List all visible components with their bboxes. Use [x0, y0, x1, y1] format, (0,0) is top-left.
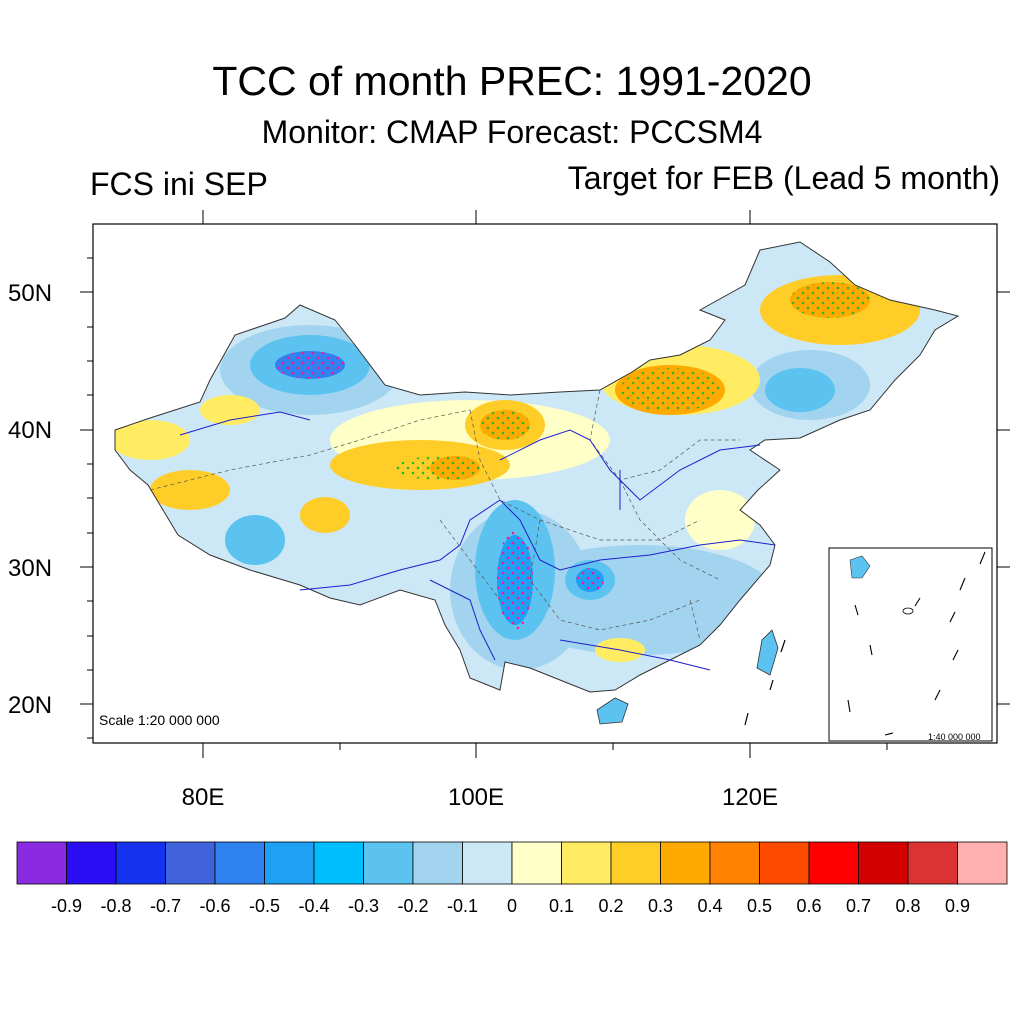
lon-label-100e: 100E	[447, 784, 505, 811]
page-subtitle: Monitor: CMAP Forecast: PCCSM4	[261, 114, 763, 150]
colorbar-tick-label: -0.7	[149, 896, 182, 916]
colorbar-swatch	[66, 841, 117, 885]
offshore-markers	[744, 639, 786, 726]
colorbar-swatch	[511, 841, 562, 885]
map-scale-label: Scale 1:20 000 000	[99, 712, 220, 728]
lat-label-30n: 30N	[8, 555, 53, 582]
colorbar-swatch	[808, 841, 859, 885]
colorbar-tick-label: 0.8	[895, 896, 921, 916]
province-boundaries	[149, 389, 740, 641]
colorbar-swatch	[957, 841, 1008, 885]
taiwan-island	[757, 630, 778, 675]
colorbar-swatch	[660, 841, 711, 885]
lon-label-120e: 120E	[721, 784, 779, 811]
colorbar-swatch	[907, 841, 958, 885]
colorbar-tick-label: -0.4	[298, 896, 330, 916]
colorbar-swatch	[412, 841, 463, 885]
colorbar-swatch	[165, 841, 216, 885]
colorbar-swatch	[462, 841, 513, 885]
colorbar-swatch	[115, 841, 166, 885]
colorbar-swatch	[759, 841, 810, 885]
colorbar-tick-label: 0.7	[845, 896, 872, 916]
colorbar-tick-label: 0.9	[944, 896, 971, 916]
colorbar-tick-label: -0.6	[199, 896, 231, 916]
taiwan-outline	[756, 629, 779, 676]
colorbar-swatch	[313, 841, 364, 885]
colorbar-tick-label: -0.5	[248, 896, 281, 916]
rivers	[179, 411, 776, 671]
colorbar	[16, 841, 1008, 885]
colorbar-swatch	[709, 841, 760, 885]
colorbar-tick-label: -0.8	[100, 896, 132, 916]
colorbar-tick-label: 0.5	[746, 896, 773, 916]
colorbar-tick-label: -0.2	[397, 896, 429, 916]
init-label: FCS ini SEP	[90, 166, 268, 202]
colorbar-tick-label: 0.1	[548, 896, 575, 916]
south-china-sea-inset: 1:40 000 000	[828, 547, 993, 742]
colorbar-swatch	[264, 841, 315, 885]
colorbar-tick-label: 0	[506, 896, 517, 916]
colorbar-swatch	[214, 841, 265, 885]
lon-label-80e: 80E	[181, 784, 225, 811]
colorbar-swatch	[610, 841, 661, 885]
lat-label-40n: 40N	[8, 417, 53, 444]
colorbar-tick-label: 0.6	[796, 896, 822, 916]
colorbar-swatch	[561, 841, 612, 885]
axis-ticks	[80, 210, 1010, 758]
hainan-outline	[596, 697, 629, 725]
colorbar-tick-label: -0.3	[347, 896, 380, 916]
target-label: Target for FEB (Lead 5 month)	[567, 160, 1000, 196]
colorbar-tick-label: -0.1	[446, 896, 479, 916]
page-title: TCC of month PREC: 1991-2020	[212, 58, 812, 104]
colorbar-tick-label: 0.2	[598, 896, 624, 916]
colorbar-swatch	[16, 841, 67, 885]
colorbar-tick-label: 0.3	[647, 896, 674, 916]
lat-label-50n: 50N	[8, 280, 53, 307]
colorbar-tick-label: -0.9	[50, 896, 83, 916]
colorbar-swatch	[858, 841, 909, 885]
inset-scale-label: 1:40 000 000	[928, 732, 981, 742]
lat-label-20n: 20N	[8, 692, 53, 719]
colorbar-tick-label: 0.4	[697, 896, 723, 916]
colorbar-swatch	[363, 841, 414, 885]
national-border	[114, 241, 960, 693]
